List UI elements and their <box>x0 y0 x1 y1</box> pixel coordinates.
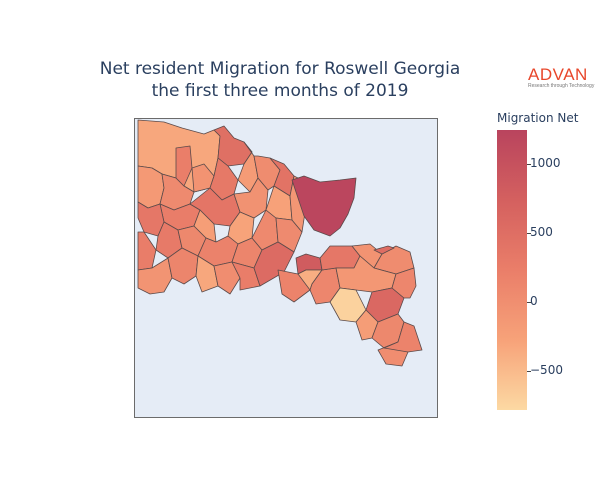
roswell-choropleth-map[interactable] <box>134 118 438 418</box>
colorbar-tick-label: −500 <box>530 363 563 378</box>
map-title: Net resident Migration for Roswell Georg… <box>60 58 500 102</box>
colorbar-tick-mark <box>527 302 531 304</box>
colorbar-tick-label: 500 <box>530 225 553 240</box>
map-region[interactable] <box>137 231 157 271</box>
map-region[interactable] <box>137 257 173 295</box>
colorbar-tick-mark <box>527 371 531 373</box>
colorbar-tick-label: 0 <box>530 294 538 309</box>
map-region[interactable] <box>175 145 193 187</box>
map-region[interactable] <box>213 261 241 295</box>
colorbar-tick-label: 1000 <box>530 156 561 171</box>
map-region[interactable] <box>231 261 261 291</box>
map-region[interactable] <box>137 201 165 237</box>
map-region[interactable] <box>253 241 295 287</box>
colorbar-tick-mark <box>527 233 531 235</box>
map-region[interactable] <box>195 255 219 293</box>
logo-wordmark: ADVAN <box>528 65 588 84</box>
map-region[interactable] <box>383 321 423 353</box>
map-region[interactable] <box>373 245 395 255</box>
map-region[interactable] <box>391 267 417 299</box>
colorbar <box>497 130 527 410</box>
title-line-1: Net resident Migration for Roswell Georg… <box>99 59 461 79</box>
colorbar-tick-mark <box>527 164 531 166</box>
logo-tagline: Research through Technology <box>528 83 595 89</box>
map-region[interactable] <box>193 209 217 243</box>
advan-logo: ADVAN Research through Technology <box>528 66 598 90</box>
title-line-2: the first three months of 2019 <box>151 81 409 101</box>
map-region[interactable] <box>275 217 303 253</box>
colorbar-title: Migration Net <box>497 111 579 125</box>
map-region[interactable] <box>291 175 357 237</box>
map-region[interactable] <box>319 245 361 271</box>
